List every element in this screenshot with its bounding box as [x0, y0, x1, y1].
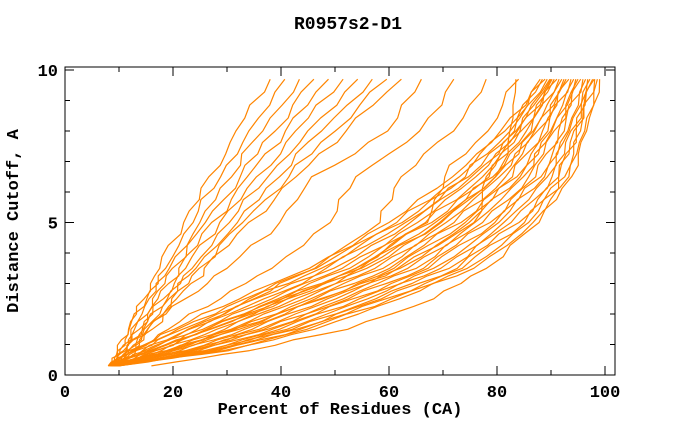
x-axis-label: Percent of Residues (CA) [218, 401, 463, 420]
model-curve-model-C13 [113, 78, 570, 367]
x-tick-label: 20 [163, 384, 183, 403]
model-curve-model-A10 [117, 78, 402, 367]
model-curve-model-D01 [151, 78, 595, 367]
x-tick-label: 60 [379, 384, 399, 403]
axis-ticks [64, 67, 615, 376]
model-curve-model-C16 [114, 79, 577, 367]
plot-title: R0957s2-D1 [294, 15, 402, 35]
x-tick-label: 100 [590, 384, 621, 403]
model-curve-model-C02 [108, 78, 543, 367]
model-curve-model-C21 [116, 79, 589, 367]
tick-labels: 0 20 40 60 80 100 0 5 10 [38, 63, 621, 403]
y-tick-label: 0 [48, 368, 58, 387]
plot-border [64, 66, 616, 376]
model-curve-model-C11 [112, 78, 565, 367]
model-curve-model-C17 [115, 78, 579, 367]
y-tick-label: 10 [38, 63, 58, 82]
model-curve-model-C09 [111, 78, 560, 367]
model-curve-model-C03 [108, 78, 546, 367]
model-curve-model-C22 [117, 78, 591, 367]
model-curve-model-C07 [110, 78, 555, 367]
model-curve-model-B05 [116, 78, 552, 367]
model-curve-model-A03 [109, 78, 300, 367]
model-curve-model-C26 [118, 79, 601, 367]
model-curve-model-A01 [107, 78, 271, 367]
model-curve-model-C10 [111, 78, 563, 367]
model-curves [107, 78, 601, 367]
y-axis-label: Distance Cutoff, A [5, 128, 24, 312]
model-curve-model-C05 [109, 78, 551, 367]
model-curve-model-C20 [116, 78, 587, 367]
model-curve-model-C23 [117, 78, 594, 367]
model-curve-model-C14 [113, 79, 572, 367]
x-tick-label: 40 [271, 384, 291, 403]
model-curve-model-A04 [110, 78, 315, 367]
model-curve-model-C24 [117, 79, 596, 367]
x-tick-label: 0 [60, 384, 70, 403]
plot-frame [64, 66, 616, 376]
y-tick-label: 5 [48, 216, 58, 235]
model-curve-model-C04 [109, 78, 548, 367]
model-curve-model-C12 [112, 78, 567, 367]
model-curve-model-B01 [107, 78, 422, 367]
model-curve-model-A09 [116, 78, 388, 367]
model-curve-model-C19 [115, 79, 584, 367]
model-curve-model-C15 [113, 78, 575, 367]
model-curve-model-A08 [115, 78, 373, 367]
x-tick-label: 80 [487, 384, 507, 403]
